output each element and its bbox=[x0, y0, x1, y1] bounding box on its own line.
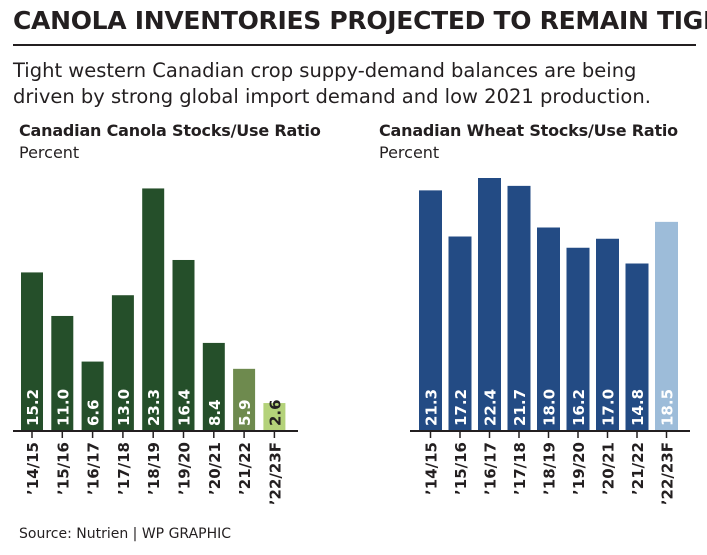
wheat-value-label: 17.2 bbox=[452, 389, 470, 426]
wheat-bar bbox=[655, 221, 678, 430]
canola-category-label: ’14/15 bbox=[24, 442, 42, 495]
canola-value-label: 15.2 bbox=[24, 389, 42, 426]
wheat-stocks-use-chart: 21.3 ’14/15 17.2 ’15/16 22.4 ’16/17 21.7 ’17/18… bbox=[410, 178, 690, 505]
canola-value-label: 2.6 bbox=[266, 399, 284, 426]
wheat-value-label: 21.7 bbox=[511, 389, 529, 426]
canola-bar bbox=[111, 295, 134, 430]
wheat-category-label: ’19/20 bbox=[570, 442, 588, 495]
canola-bar bbox=[172, 259, 195, 430]
canola-category-label: ’22/23F bbox=[266, 442, 284, 505]
canola-category-label: ’20/21 bbox=[206, 442, 224, 495]
wheat-value-label: 17.0 bbox=[600, 389, 618, 426]
canola-category-label: ’17/18 bbox=[115, 442, 133, 495]
wheat-value-label: 14.8 bbox=[629, 389, 647, 426]
canola-chart-unit: Percent bbox=[19, 143, 80, 162]
canola-category-label: ’15/16 bbox=[54, 442, 72, 495]
canola-value-label: 11.0 bbox=[54, 389, 72, 426]
canola-value-label: 16.4 bbox=[176, 389, 194, 426]
wheat-category-label: ’18/19 bbox=[541, 442, 559, 495]
canola-value-label: 5.9 bbox=[236, 399, 254, 426]
canola-value-label: 6.6 bbox=[85, 399, 103, 426]
canola-chart-title: Canadian Canola Stocks/Use Ratio bbox=[19, 121, 321, 140]
wheat-category-label: ’22/23F bbox=[659, 442, 677, 505]
subtitle: Tight western Canadian crop suppy-demand… bbox=[13, 59, 651, 108]
canola-bar bbox=[21, 272, 43, 430]
wheat-category-label: ’15/16 bbox=[452, 442, 470, 495]
canola-bar bbox=[51, 315, 74, 430]
wheat-value-label: 22.4 bbox=[482, 389, 500, 426]
headline-rule bbox=[13, 44, 696, 46]
wheat-value-label: 21.3 bbox=[423, 389, 441, 426]
wheat-category-label: ’20/21 bbox=[600, 442, 618, 495]
wheat-bar bbox=[596, 238, 619, 430]
wheat-bar bbox=[537, 227, 560, 430]
wheat-bar bbox=[625, 263, 649, 430]
wheat-bar bbox=[566, 247, 590, 430]
canola-category-label: ’19/20 bbox=[176, 442, 194, 495]
wheat-bar bbox=[478, 178, 501, 430]
canola-category-label: ’21/22 bbox=[236, 442, 254, 495]
wheat-category-label: ’17/18 bbox=[511, 442, 529, 495]
canola-category-label: ’18/19 bbox=[145, 442, 163, 495]
canola-value-label: 13.0 bbox=[115, 389, 133, 426]
canola-value-label: 23.3 bbox=[145, 389, 163, 426]
wheat-category-label: ’14/15 bbox=[423, 442, 441, 495]
canola-category-label: ’16/17 bbox=[85, 442, 103, 495]
canola-stocks-use-chart: 15.2 ’14/15 11.0 ’15/16 6.6 ’16/17 13.0 ’17/18 2… bbox=[13, 188, 298, 505]
canola-bar bbox=[202, 342, 225, 430]
wheat-bar bbox=[448, 236, 472, 430]
headline: CANOLA INVENTORIES PROJECTED TO REMAIN T… bbox=[13, 6, 707, 35]
wheat-value-label: 18.0 bbox=[541, 389, 559, 426]
source-credit: Source: Nutrien | WP GRAPHIC bbox=[19, 526, 232, 542]
wheat-value-label: 18.5 bbox=[659, 389, 677, 426]
canola-bar bbox=[142, 188, 165, 430]
wheat-category-label: ’16/17 bbox=[482, 442, 500, 495]
canola-bar bbox=[81, 361, 104, 430]
canola-bar bbox=[263, 403, 286, 430]
wheat-chart-title: Canadian Wheat Stocks/Use Ratio bbox=[379, 121, 678, 140]
wheat-value-label: 16.2 bbox=[570, 389, 588, 426]
wheat-category-label: ’21/22 bbox=[629, 442, 647, 495]
wheat-bar bbox=[419, 190, 442, 430]
canola-value-label: 8.4 bbox=[206, 399, 224, 426]
canola-bar bbox=[233, 368, 256, 430]
wheat-bar bbox=[507, 185, 531, 430]
wheat-chart-unit: Percent bbox=[379, 143, 440, 162]
